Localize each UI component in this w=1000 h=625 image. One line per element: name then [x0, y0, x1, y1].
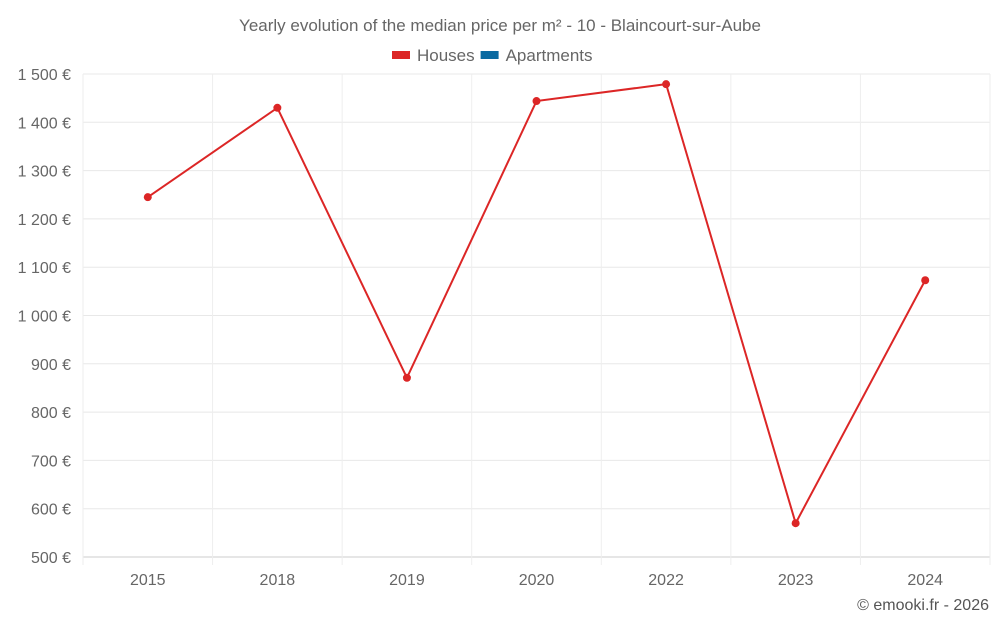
y-tick-label: 1 300 € [18, 164, 71, 181]
y-tick-label: 1 500 € [18, 67, 71, 84]
data-point [402, 373, 411, 382]
legend: Houses Apartments [392, 46, 593, 65]
x-tick-label: 2019 [389, 572, 425, 589]
grid [82, 73, 991, 565]
x-tick-label: 2020 [519, 572, 555, 589]
credit: © emooki.fr - 2026 [857, 597, 989, 614]
y-tick-label: 1 400 € [18, 115, 71, 132]
y-tick-label: 800 € [31, 405, 71, 422]
legend-label-apartments: Apartments [506, 46, 593, 65]
x-tick-label: 2018 [260, 572, 296, 589]
y-tick-label: 1 100 € [18, 260, 71, 277]
series-layer [143, 80, 930, 528]
data-point [532, 97, 541, 106]
data-point [143, 193, 152, 202]
y-tick-label: 1 200 € [18, 212, 71, 229]
legend-swatch-houses [392, 51, 410, 59]
x-tick-label: 2024 [907, 572, 943, 589]
data-point [273, 103, 282, 112]
series-line-houses [147, 83, 927, 526]
chart-title: Yearly evolution of the median price per… [239, 16, 761, 35]
x-tick-label: 2015 [130, 572, 166, 589]
legend-swatch-apartments [480, 51, 499, 59]
y-tick-label: 900 € [31, 357, 71, 374]
y-axis: 500 € 600 € 700 € 800 € 900 € 1 000 € 1 100 € 1… [18, 67, 71, 567]
x-tick-label: 2023 [778, 572, 814, 589]
data-point [791, 519, 800, 528]
x-axis: 2015 2018 2019 2020 2022 2023 2024 [130, 572, 943, 589]
y-tick-label: 1 000 € [18, 309, 71, 326]
data-point [921, 276, 930, 285]
legend-label-houses: Houses [417, 46, 475, 65]
y-tick-label: 500 € [31, 550, 71, 567]
data-point [662, 80, 671, 89]
y-tick-label: 600 € [31, 502, 71, 519]
y-tick-label: 700 € [31, 453, 71, 470]
x-tick-label: 2022 [648, 572, 684, 589]
